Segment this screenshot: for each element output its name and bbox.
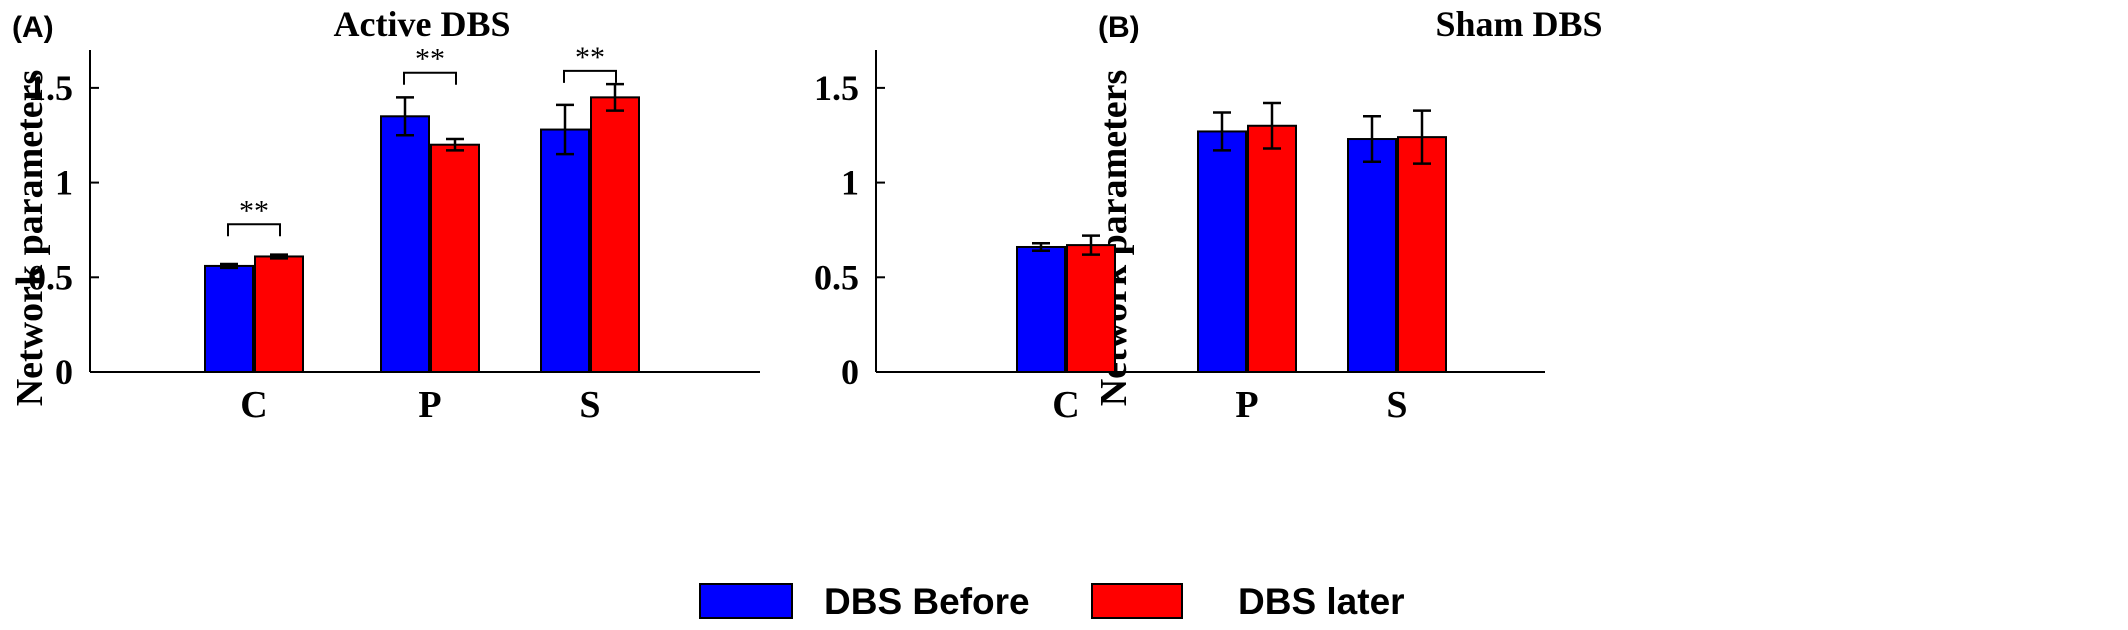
panel-a-significance-bracket xyxy=(563,69,617,83)
panel-b-title: Sham DBS xyxy=(1435,4,1602,44)
legend: DBS Before DBS later xyxy=(699,581,1405,622)
panel-a-tag: (A) xyxy=(12,11,54,44)
panel-a-significance-bracket xyxy=(403,71,457,85)
panel-b-x-tick-label: P xyxy=(1235,384,1258,426)
panel-b-x-tick-label: S xyxy=(1386,384,1407,426)
panel-b-x-tick-label: C xyxy=(1052,384,1079,426)
panel-a-y-axis-label: Network parameters xyxy=(9,70,51,407)
panel-b-plot: 0 0.5 1 1.5 C P S xyxy=(814,50,1545,426)
panel-b-y-tick-label: 0 xyxy=(841,352,859,392)
panel-b-y-tick-label: 0.5 xyxy=(814,257,859,297)
panel-a-significance-label: ** xyxy=(415,43,445,76)
panel-a: (A) Active DBS Network parameters 0 0.5 1 1… xyxy=(9,4,760,426)
panel-a-y-tick-label: 1.5 xyxy=(28,68,73,108)
panel-a-y-tick-label: 1 xyxy=(55,163,73,203)
panel-a-x-tick-label: S xyxy=(579,384,600,426)
legend-swatch-dbs-later xyxy=(1091,583,1183,619)
panel-a-significance-label: ** xyxy=(239,194,269,227)
panel-b: (B) Sham DBS Network parameters 00.511.5… xyxy=(814,4,1603,426)
panel-a-bar xyxy=(204,264,254,373)
panel-a-x-tick-label: C xyxy=(240,384,267,426)
panel-a-significance-label: ** xyxy=(575,41,605,74)
legend-swatch-dbs-before xyxy=(699,583,793,619)
panel-b-tag: (B) xyxy=(1098,11,1140,44)
panel-a-bar xyxy=(254,255,304,374)
panel-b-bar xyxy=(1197,130,1247,373)
panel-a-significance-bracket xyxy=(227,223,281,237)
panel-a-title: Active DBS xyxy=(334,4,511,44)
panel-b-bar xyxy=(1016,245,1066,373)
panel-a-y-tick-label: 0.5 xyxy=(28,257,73,297)
panel-b-y-tick-label: 1.5 xyxy=(814,68,859,108)
panel-b-y-tick-label: 1 xyxy=(841,163,859,203)
panel-a-bar xyxy=(380,115,430,374)
panel-b-bar xyxy=(1347,138,1397,373)
legend-label-dbs-later: DBS later xyxy=(1238,581,1405,622)
panel-b-bar xyxy=(1247,124,1297,373)
legend-label-dbs-before: DBS Before xyxy=(824,581,1030,622)
panel-a-x-tick-label: P xyxy=(418,384,441,426)
panel-b-bar xyxy=(1397,136,1447,373)
panel-a-plot: 0 0.5 1 1.5 C P S ** ** ** xyxy=(28,41,760,426)
panel-a-bar xyxy=(590,96,640,374)
panel-b-bar xyxy=(1066,244,1116,373)
panel-a-bar xyxy=(540,128,590,373)
panel-a-bar xyxy=(430,143,480,373)
panel-a-y-tick-label: 0 xyxy=(55,352,73,392)
